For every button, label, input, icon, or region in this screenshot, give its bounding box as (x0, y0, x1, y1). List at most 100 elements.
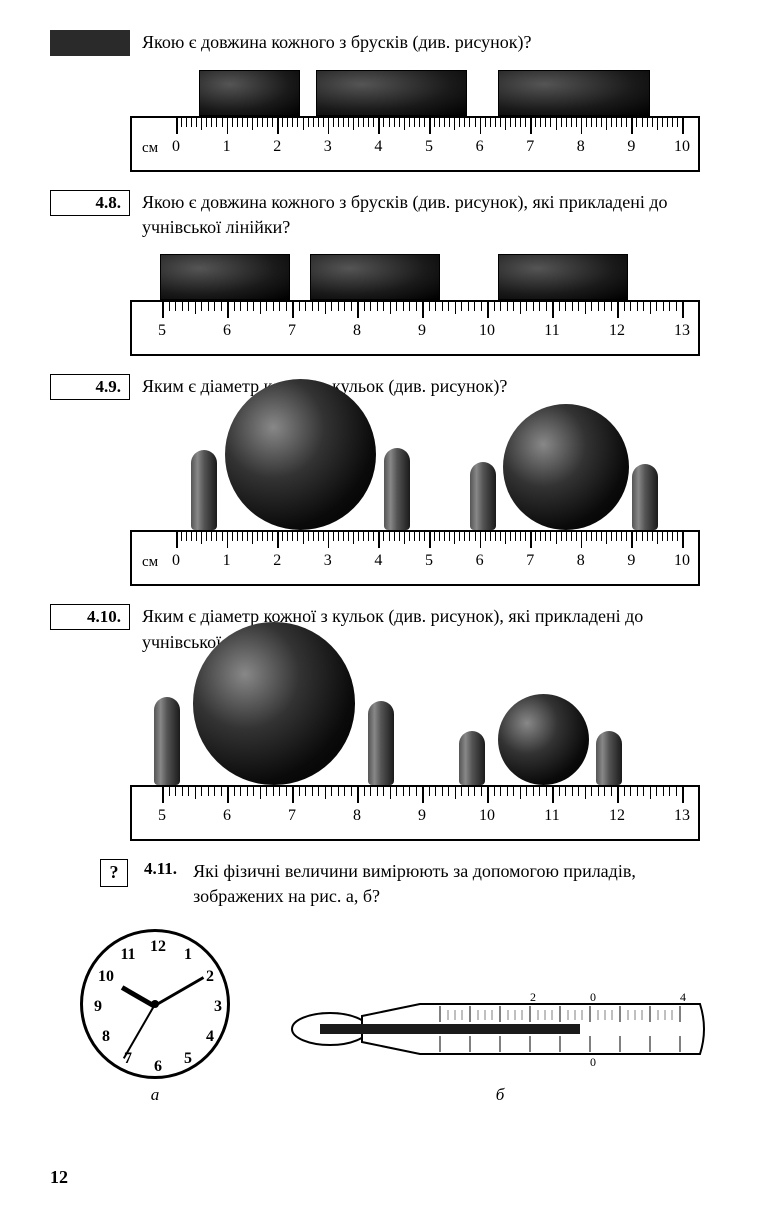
problem-label: 4.10. (50, 604, 130, 630)
clock-face: 121234567891011 (80, 929, 230, 1079)
ruler-tick-label: 5 (158, 322, 166, 340)
problem-header: 4.8. Якою є довжина кожного з брусків (д… (50, 190, 718, 240)
ruler-figure-4-7: см 012345678910 (130, 66, 718, 172)
ruler-tick-label: 3 (324, 138, 332, 156)
ruler-tick-label: 13 (674, 322, 690, 340)
thermometer-device: 2 0 4 0 б (290, 984, 710, 1105)
problem-4-7: Якою є довжина кожного з брусків (див. р… (50, 30, 718, 172)
measurement-block (316, 70, 468, 116)
ruler-tick-label: 8 (577, 138, 585, 156)
clock-hand (121, 985, 156, 1008)
problem-header: 4.10. Яким є діаметр кожної з кульок (ди… (50, 604, 718, 654)
measurement-sphere (225, 379, 377, 531)
spheres-figure-4-10: 5678910111213 (130, 665, 718, 841)
ruler-tick-label: 6 (476, 552, 484, 570)
ruler-tick-label: 0 (172, 138, 180, 156)
ruler-tick-label: 4 (374, 138, 382, 156)
problem-header: ? 4.11. Які фізичні величини вимірюють з… (50, 859, 718, 909)
devices-row: 121234567891011 а (50, 929, 718, 1105)
question-mark-icon: ? (100, 859, 128, 887)
page-number: 12 (50, 1167, 68, 1188)
problem-label: 4.8. (50, 190, 130, 216)
measurement-cylinder (470, 462, 496, 530)
ruler-tick-label: 6 (223, 807, 231, 825)
ruler-tick-label: 7 (288, 322, 296, 340)
ruler-tick-label: 9 (627, 552, 635, 570)
problem-header: Якою є довжина кожного з брусків (див. р… (50, 30, 718, 56)
measurement-cylinder (596, 731, 622, 785)
ruler-tick-label: 8 (353, 807, 361, 825)
clock-number: 1 (184, 946, 192, 964)
ruler-tick-label: 5 (425, 138, 433, 156)
clock-number: 6 (154, 1058, 162, 1076)
ruler-tick-label: 8 (353, 322, 361, 340)
svg-text:0: 0 (590, 990, 596, 1004)
ruler-tick-label: 7 (288, 807, 296, 825)
measurement-cylinder (459, 731, 485, 785)
measurement-block (199, 70, 300, 116)
problem-label: 4.9. (50, 374, 130, 400)
clock-number: 11 (120, 946, 135, 964)
device-label-a: а (80, 1085, 230, 1105)
ruler-tick-label: 1 (223, 552, 231, 570)
measurement-block (498, 70, 650, 116)
ruler-tick-label: 10 (674, 138, 690, 156)
measurement-block (498, 254, 628, 300)
problem-4-8: 4.8. Якою є довжина кожного з брусків (д… (50, 190, 718, 356)
ruler-tick-label: 10 (479, 807, 495, 825)
ruler-unit: см (142, 554, 158, 571)
ruler-tick-label: 7 (526, 552, 534, 570)
clock-number: 8 (102, 1028, 110, 1046)
measurement-sphere (193, 622, 356, 785)
ruler-tick-label: 12 (609, 807, 625, 825)
clock-hand (154, 976, 204, 1007)
measurement-block (310, 254, 440, 300)
problem-text: Якою є довжина кожного з брусків (див. р… (142, 190, 718, 240)
ruler-tick-label: 8 (577, 552, 585, 570)
ruler-tick-label: 13 (674, 807, 690, 825)
ruler-tick-label: 10 (479, 322, 495, 340)
problem-4-10: 4.10. Яким є діаметр кожної з кульок (ди… (50, 604, 718, 840)
clock-number: 2 (206, 968, 214, 986)
problem-4-9: 4.9. Яким є діаметр кожної з кульок (див… (50, 374, 718, 586)
ruler-tick-label: 1 (223, 138, 231, 156)
svg-text:4: 4 (680, 990, 686, 1004)
measurement-sphere (498, 694, 589, 785)
clock-number: 9 (94, 998, 102, 1016)
ruler-tick-label: 3 (324, 552, 332, 570)
problem-label-dark (50, 30, 130, 56)
ruler-tick-label: 11 (544, 322, 559, 340)
measurement-block (160, 254, 290, 300)
clock-number: 10 (98, 968, 114, 986)
ruler-tick-label: 4 (374, 552, 382, 570)
thermometer-icon: 2 0 4 0 (290, 984, 710, 1074)
ruler-tick-label: 6 (223, 322, 231, 340)
ruler-tick-label: 7 (526, 138, 534, 156)
ruler-tick-label: 9 (418, 807, 426, 825)
ruler-unit: см (142, 140, 158, 157)
problem-number: 4.11. (144, 859, 177, 879)
measurement-cylinder (154, 697, 180, 785)
ruler-tick-label: 12 (609, 322, 625, 340)
svg-text:0: 0 (590, 1055, 596, 1069)
problem-4-11: ? 4.11. Які фізичні величини вимірюють з… (50, 859, 718, 1105)
problem-header: 4.9. Яким є діаметр кожної з кульок (див… (50, 374, 718, 400)
spheres-figure-4-9: см 0 1 2 3 4 5 6 7 8 9 10 (130, 410, 718, 586)
device-label-b: б (290, 1085, 710, 1105)
ruler-figure-4-8: 5678910111213 (130, 250, 718, 356)
measurement-cylinder (368, 701, 394, 785)
ruler-tick-label: 6 (476, 138, 484, 156)
clock-number: 4 (206, 1028, 214, 1046)
clock-hand (123, 1005, 155, 1059)
ruler-tick-label: 10 (674, 552, 690, 570)
ruler-tick-label: 0 (172, 552, 180, 570)
ruler-tick-label: 2 (273, 138, 281, 156)
clock-device: 121234567891011 а (80, 929, 230, 1105)
ruler-tick-label: 2 (273, 552, 281, 570)
measurement-cylinder (632, 464, 658, 530)
measurement-cylinder (191, 450, 217, 530)
ruler-tick-label: 11 (544, 807, 559, 825)
ruler-tick-label: 5 (425, 552, 433, 570)
clock-number: 5 (184, 1050, 192, 1068)
svg-text:2: 2 (530, 990, 536, 1004)
